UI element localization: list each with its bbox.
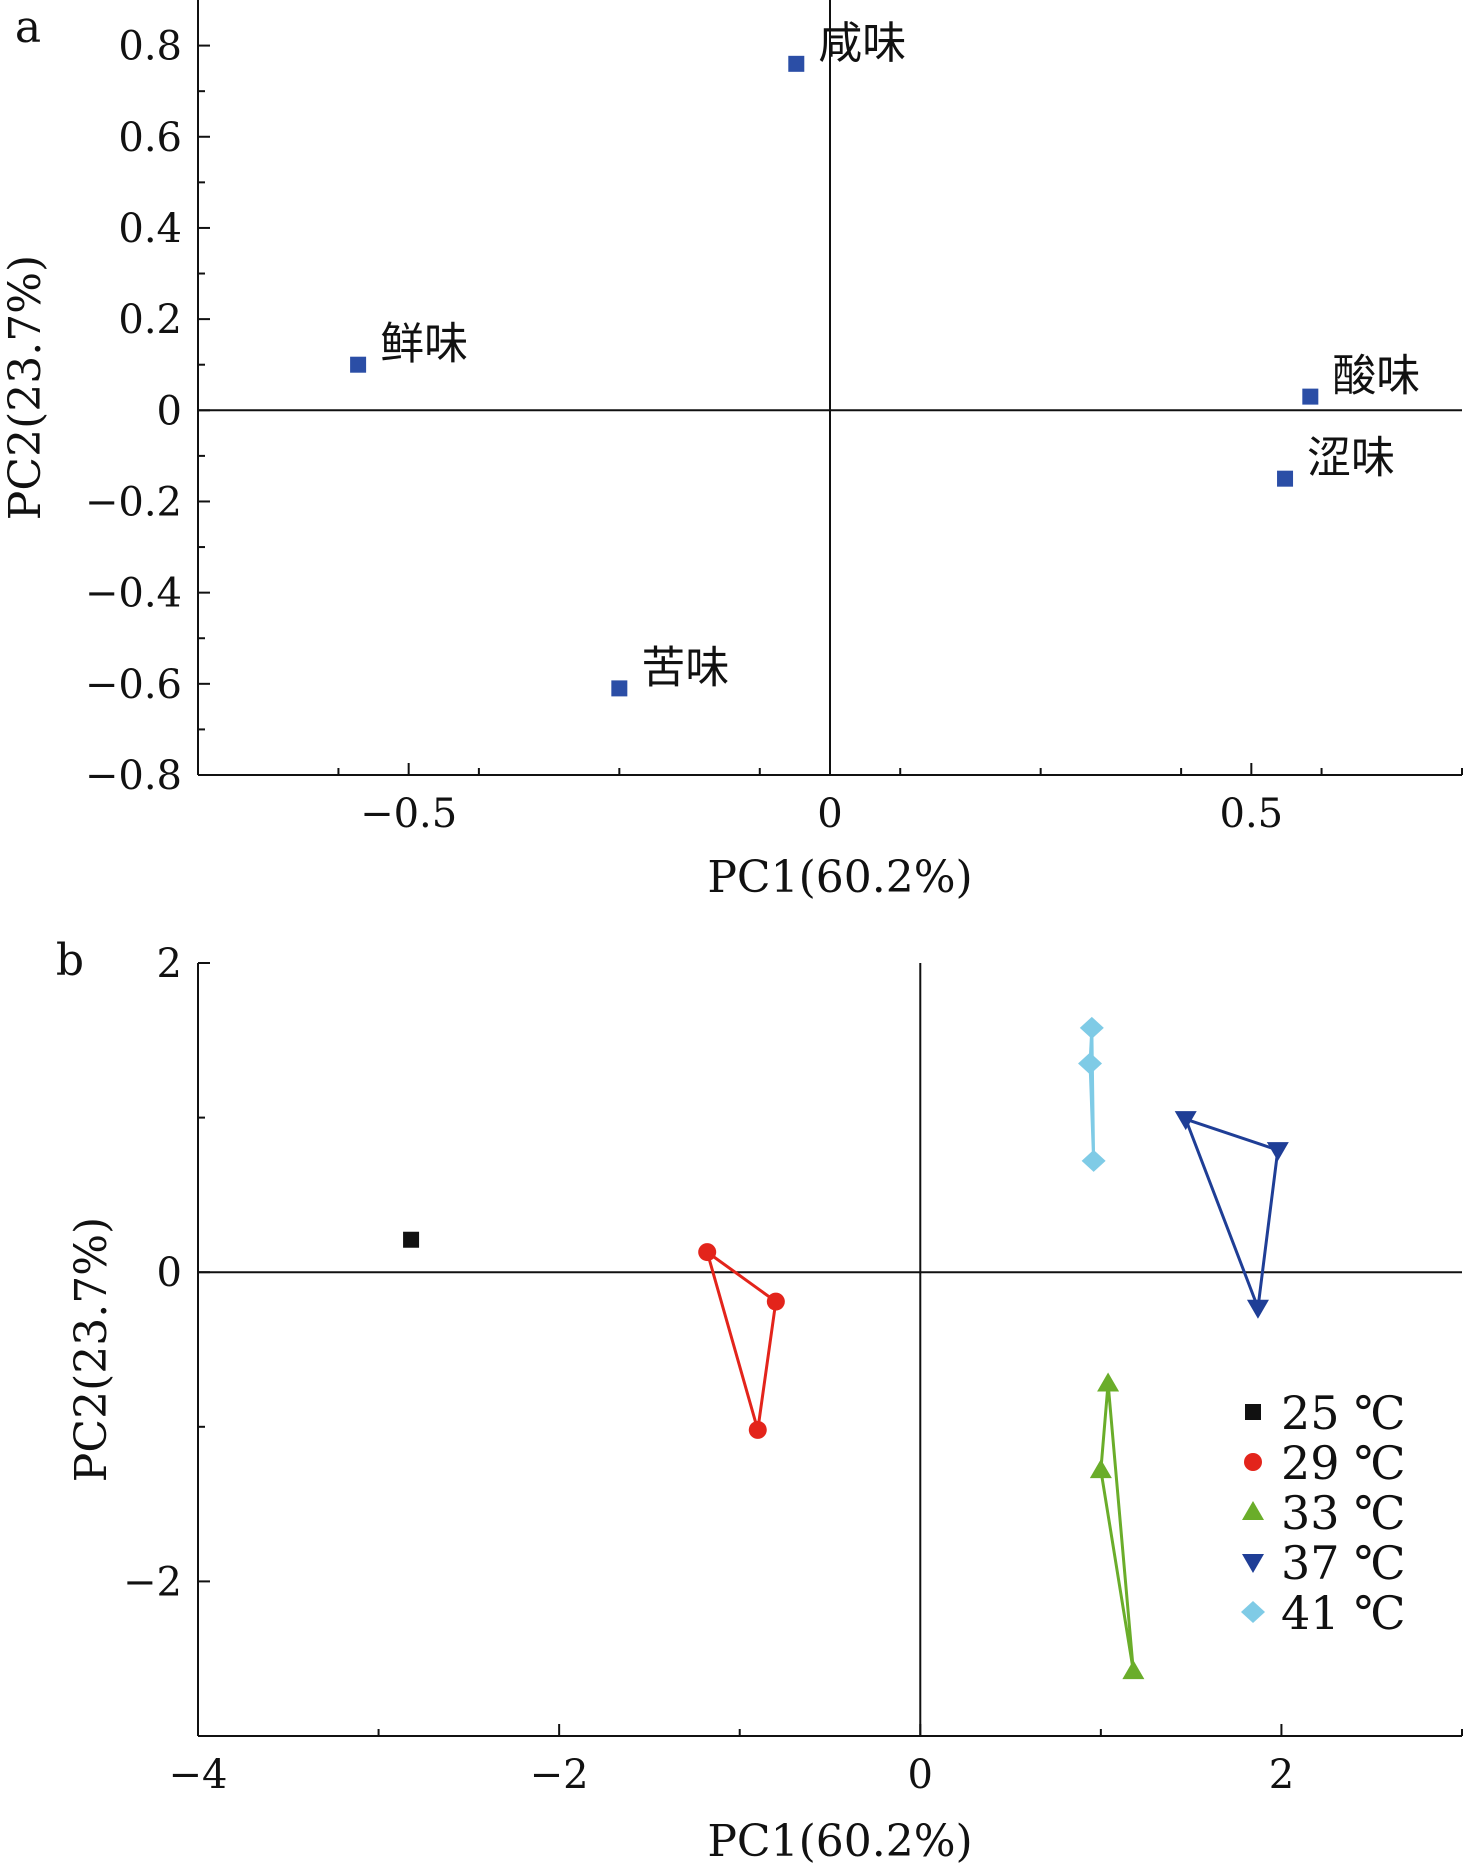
y-tick-label: 0.4 <box>118 206 182 252</box>
legend-marker <box>1242 1501 1264 1520</box>
data-point-marker <box>1097 1372 1120 1392</box>
data-point-marker <box>1079 1016 1104 1039</box>
legend-marker <box>1241 1601 1265 1623</box>
data-point-marker <box>1081 1149 1106 1172</box>
data-point-marker <box>698 1243 717 1262</box>
legend-label: 33 ℃ <box>1281 1486 1406 1540</box>
y-tick-label: −0.4 <box>85 571 182 617</box>
y-tick-label: −0.8 <box>85 753 182 799</box>
data-point-marker <box>1302 388 1319 405</box>
x-axis-title: PC1(60.2%) <box>707 852 972 903</box>
legend-marker <box>1245 1404 1261 1420</box>
y-tick-label: 0.6 <box>118 115 182 161</box>
x-axis-title: PC1(60.2%) <box>707 1816 972 1867</box>
y-tick-label: 0 <box>157 388 182 434</box>
data-point-marker <box>1174 1111 1197 1131</box>
data-point-marker <box>1266 1142 1289 1162</box>
legend-label: 41 ℃ <box>1281 1586 1406 1640</box>
data-point-marker <box>766 1292 785 1311</box>
series-outline <box>1099 1382 1135 1673</box>
data-point-marker <box>1246 1299 1269 1319</box>
y-tick-label: −0.2 <box>85 479 182 525</box>
x-tick-label: 2 <box>1269 1752 1294 1798</box>
data-point-marker <box>1078 1052 1103 1075</box>
panel-letter: b <box>56 935 84 986</box>
data-point-marker <box>611 680 628 697</box>
series-outline <box>1088 1026 1096 1163</box>
series-outline <box>1184 1117 1280 1310</box>
data-point-label: 鲜味 <box>380 319 468 370</box>
x-tick-label: 0 <box>908 1752 933 1798</box>
legend-label: 37 ℃ <box>1281 1536 1406 1590</box>
legend-label: 25 ℃ <box>1281 1386 1406 1440</box>
y-tick-label: 0.8 <box>118 24 182 70</box>
x-tick-label: −2 <box>530 1752 589 1798</box>
data-point-marker <box>403 1231 420 1248</box>
data-point-label: 咸味 <box>818 18 906 69</box>
data-point-marker <box>748 1420 767 1439</box>
y-axis-title: PC2(23.7%) <box>0 255 51 520</box>
data-point-label: 苦味 <box>641 642 729 693</box>
y-tick-label: 0 <box>157 1250 182 1296</box>
data-point-marker <box>350 356 367 373</box>
series-outline <box>705 1250 778 1432</box>
panel-letter: a <box>15 2 41 53</box>
data-point-marker <box>1089 1459 1112 1479</box>
legend: 25 ℃29 ℃33 ℃37 ℃41 ℃ <box>1241 1386 1406 1640</box>
panel-a-pca-loadings-plot: a −0.5 0 0.5 −0.8 −0.6 −0.4 −0.2 0 0.2 0.4 0.6 0.8 PC… <box>0 0 1463 903</box>
data-point-marker <box>1122 1660 1145 1680</box>
x-tick-label: −4 <box>169 1752 228 1798</box>
x-tick-label: −0.5 <box>360 791 457 837</box>
y-tick-label: −0.6 <box>85 662 182 708</box>
y-tick-label: 0.2 <box>118 297 182 343</box>
data-point-marker <box>788 55 805 72</box>
x-tick-label: 0.5 <box>1220 791 1284 837</box>
x-tick-label: 0 <box>817 791 842 837</box>
data-point-label: 酸味 <box>1332 351 1420 402</box>
legend-label: 29 ℃ <box>1281 1436 1406 1490</box>
y-axis-title: PC2(23.7%) <box>66 1217 117 1482</box>
legend-marker <box>1244 1453 1262 1471</box>
y-tick-label: −2 <box>123 1559 182 1605</box>
legend-marker <box>1242 1554 1264 1573</box>
data-point-label: 涩味 <box>1307 433 1395 484</box>
data-point-marker <box>1277 470 1294 487</box>
y-tick-label: 2 <box>157 941 182 987</box>
